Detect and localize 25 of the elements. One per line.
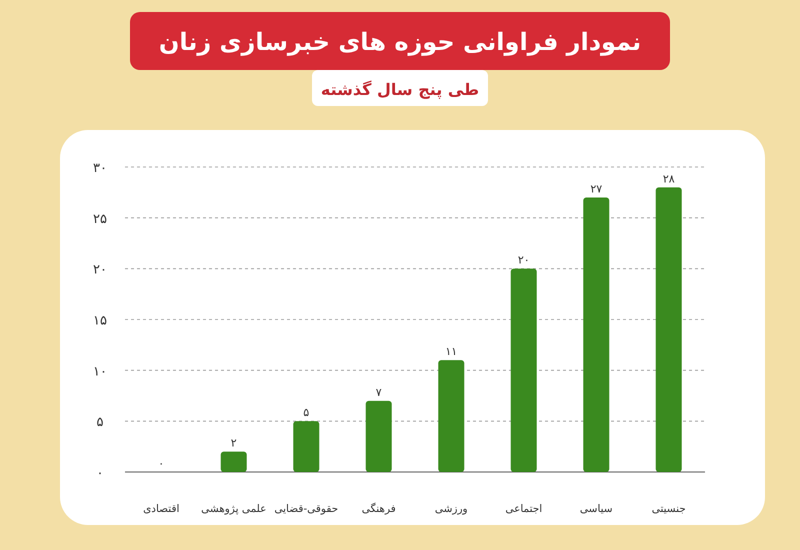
data-label: ۲ xyxy=(230,436,237,450)
x-tick-label: اجتماعی xyxy=(505,503,542,515)
x-tick-label: جنسیتی xyxy=(652,503,686,515)
x-tick-label: علمی پژوهشی xyxy=(201,503,266,515)
x-tick-label: حقوقی-قضایی xyxy=(274,503,338,515)
x-tick-label: فرهنگی xyxy=(362,502,396,515)
x-tick-label: ورزشی xyxy=(434,503,468,515)
data-label: ۲۷ xyxy=(590,182,602,196)
data-label: ۰ xyxy=(158,457,164,470)
data-label: ۱۱ xyxy=(445,345,458,358)
y-tick-label: ۰ xyxy=(96,466,104,481)
y-tick-label: ۲۵ xyxy=(93,212,107,227)
y-tick-label: ۳۰ xyxy=(93,161,107,176)
chart-title: نمودار فراوانی حوزه های خبرسازی زنان xyxy=(158,28,642,56)
x-tick-label: سیاسی xyxy=(580,503,613,515)
y-tick-label: ۱۵ xyxy=(93,314,107,328)
chart-subtitle: طی پنج سال گذشته xyxy=(320,80,480,99)
data-label: ۲۰ xyxy=(518,254,530,267)
x-tick-label: اقتصادی xyxy=(143,503,180,515)
y-tick-label: ۵ xyxy=(96,415,104,430)
y-tick-label: ۲۰ xyxy=(93,262,107,278)
data-label: ۵ xyxy=(303,406,310,420)
y-tick-label: ۱۰ xyxy=(93,364,107,380)
data-label: ۷ xyxy=(376,386,382,399)
data-label: ۲۸ xyxy=(662,172,675,186)
